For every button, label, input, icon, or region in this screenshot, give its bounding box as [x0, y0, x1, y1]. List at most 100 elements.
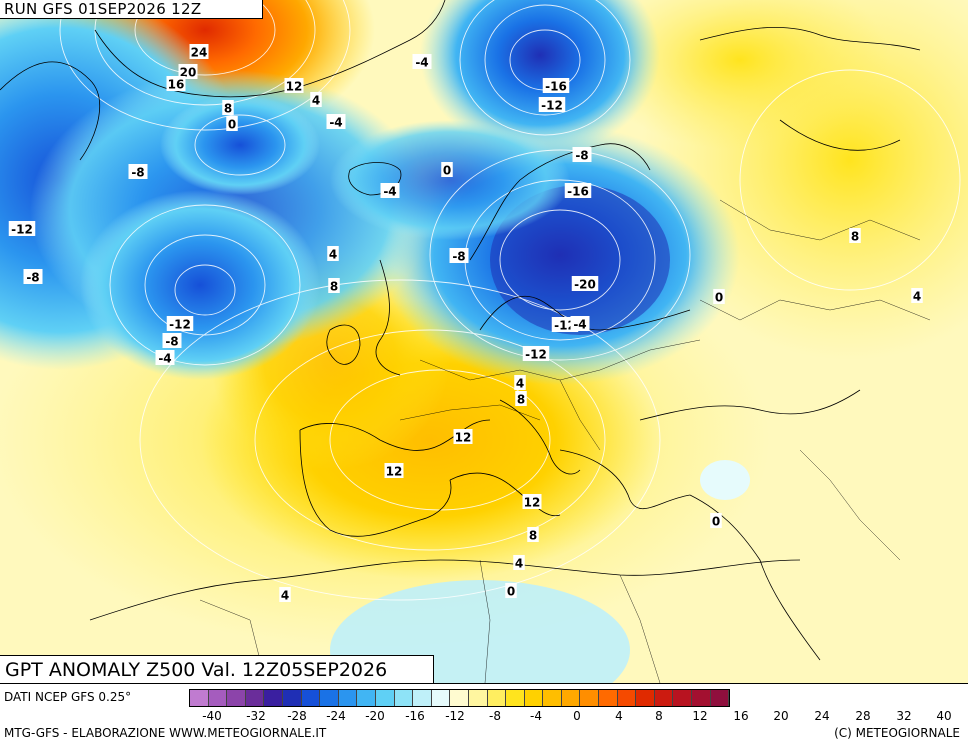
color-swatch [208, 690, 228, 706]
contour-label: 8 [849, 228, 861, 244]
color-scale-tick-label: -28 [287, 709, 307, 723]
footer-credit: MTG-GFS - ELABORAZIONE WWW.METEOGIORNALE… [4, 726, 327, 740]
contour-label-text: -4 [573, 318, 586, 332]
color-scale-tick-label: -16 [405, 709, 425, 723]
contour-label-text: -8 [165, 335, 178, 349]
color-swatch [227, 690, 246, 706]
color-scale-tick-label: 12 [692, 709, 708, 723]
contour-label-text: 24 [191, 46, 208, 60]
contour-label-text: 4 [281, 589, 289, 603]
contour-label: -12 [522, 346, 550, 362]
contour-label: -8 [128, 164, 148, 180]
contour-label-text: 8 [517, 393, 525, 407]
contour-label: 12 [522, 494, 542, 510]
contour-label: 12 [284, 78, 304, 94]
contour-label: -8 [162, 333, 182, 349]
color-scale-tick-label: 20 [773, 709, 789, 723]
color-swatch [710, 690, 730, 706]
color-swatch [245, 690, 265, 706]
contour-label-text: 4 [312, 94, 320, 108]
contour-label: 4 [514, 375, 526, 391]
contour-label: 16 [166, 76, 186, 92]
contour-label-text: 12 [286, 80, 303, 94]
color-swatch [561, 690, 581, 706]
footer-copyright: (C) METEOGIORNALE [834, 726, 960, 740]
contour-label-text: -8 [26, 271, 39, 285]
contour-label: 8 [328, 278, 340, 294]
contour-label-text: -4 [383, 185, 396, 199]
color-swatch [692, 690, 711, 706]
contour-label-text: 12 [455, 431, 472, 445]
color-scale-tick-label: -12 [445, 709, 465, 723]
contour-label: -4 [380, 183, 400, 199]
color-swatch [617, 690, 637, 706]
color-swatch [413, 690, 432, 706]
run-title: RUN GFS 01SEP2026 12Z [0, 0, 263, 19]
contour-label-text: 4 [329, 248, 337, 262]
color-scale-tick-label: -8 [489, 709, 501, 723]
contour-label-text: 4 [515, 557, 523, 571]
coastlines [0, 0, 921, 661]
color-swatch [190, 690, 209, 706]
color-swatch [431, 690, 451, 706]
contour-label-text: 0 [507, 585, 515, 599]
contour-label: 12 [453, 429, 473, 445]
contour-label: -12 [8, 221, 36, 237]
contour-label-text: -4 [329, 116, 342, 130]
contour-label: 0 [505, 583, 517, 599]
contour-label: 4 [513, 555, 525, 571]
contour-label: -12 [166, 316, 194, 332]
contour-label: 4 [911, 288, 923, 304]
color-swatch [673, 690, 693, 706]
contour-label-text: 0 [443, 164, 451, 178]
contour-label: 8 [515, 391, 527, 407]
color-swatch [375, 690, 395, 706]
contour-label-text: 0 [715, 291, 723, 305]
color-scale-bar [189, 689, 731, 707]
color-swatch [320, 690, 339, 706]
color-swatch [524, 690, 544, 706]
color-scale-tick-label: 16 [733, 709, 749, 723]
color-scale-tick-label: 40 [936, 709, 952, 723]
color-scale-tick-label: 4 [615, 709, 623, 723]
contour-label-text: -4 [158, 352, 171, 366]
contour-label-text: -12 [541, 99, 563, 113]
contour-label: -12 [538, 97, 566, 113]
contour-label: -16 [564, 183, 592, 199]
contour-label-text: -8 [452, 250, 465, 264]
color-scale-tick-label: -24 [326, 709, 346, 723]
color-swatch [394, 690, 414, 706]
contour-label-text: 0 [712, 515, 720, 529]
borders [199, 199, 931, 683]
color-scale-tick-label: 28 [855, 709, 871, 723]
contour-label-text: 0 [228, 118, 236, 132]
color-swatch [543, 690, 562, 706]
color-scale-tick-label: -40 [202, 709, 222, 723]
color-swatch [282, 690, 302, 706]
color-swatch [506, 690, 525, 706]
contour-label-text: -12 [525, 348, 547, 362]
contour-label-text: 8 [330, 280, 338, 294]
color-swatch [338, 690, 358, 706]
contour-label-text: 12 [386, 465, 403, 479]
cold-anomaly-atlantic [80, 190, 320, 380]
contour-label: -8 [572, 147, 592, 163]
contour-label-text: -12 [169, 318, 191, 332]
contour-label: -8 [23, 269, 43, 285]
contour-label-text: -12 [554, 319, 576, 333]
color-scale-tick-label: 8 [655, 709, 663, 723]
contour-label-text: 16 [168, 78, 185, 92]
color-swatch [636, 690, 655, 706]
contour-label: 0 [713, 289, 725, 305]
color-scale-tick-label: 0 [573, 709, 581, 723]
contour-label: -20 [571, 276, 599, 292]
contour-label-text: 8 [224, 102, 232, 116]
contour-label: -4 [326, 114, 346, 130]
color-swatch [468, 690, 488, 706]
contour-label: 0 [226, 116, 238, 132]
contour-label: 4 [279, 587, 291, 603]
cold-anomaly-arctic [420, 0, 660, 155]
contour-label-text: -16 [567, 185, 589, 199]
